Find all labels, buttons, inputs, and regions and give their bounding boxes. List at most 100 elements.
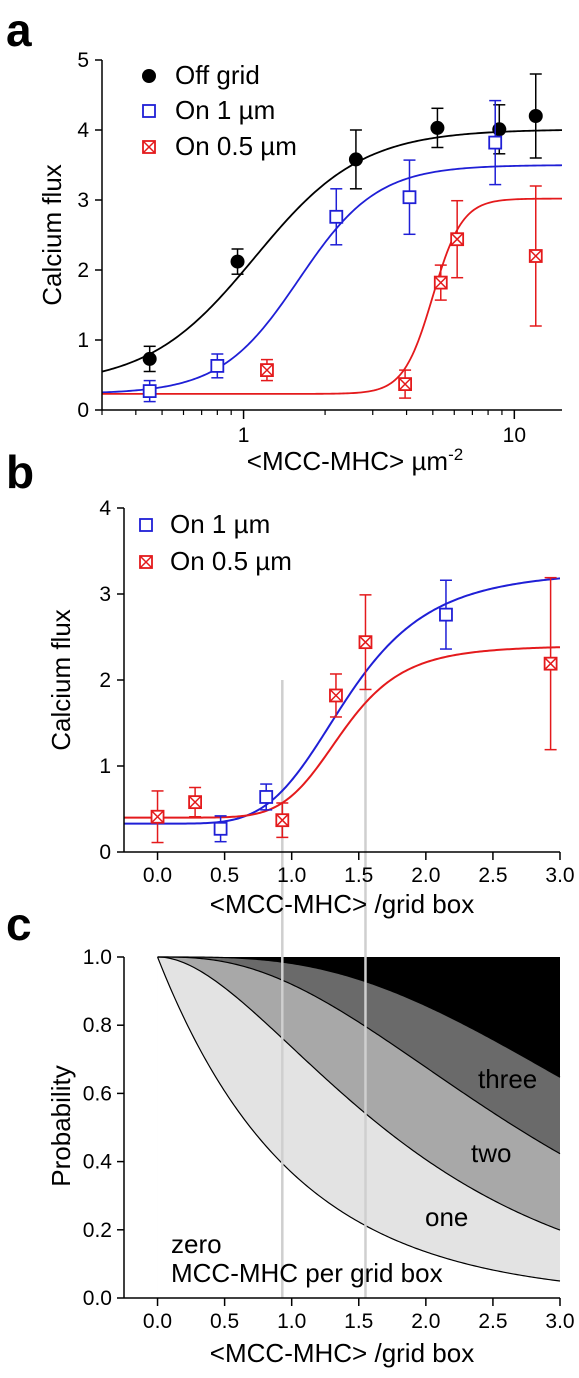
data-points-a — [142, 73, 543, 403]
legend-marker-b-1 — [139, 555, 153, 569]
y-tick-label-a-1: 1 — [77, 329, 89, 352]
y-tick-label-c-2: 0.4 — [83, 1151, 113, 1174]
panel-letter-a: a — [6, 4, 32, 56]
legend-marker-a-0 — [142, 69, 156, 83]
legend-label-on-1um-a: On 1 µm — [175, 95, 275, 125]
y-tick-label-b-3: 3 — [99, 583, 111, 606]
x-tick-label-b-6: 3.0 — [545, 864, 574, 887]
y-axis-title-a: Calcium flux — [37, 164, 67, 306]
data-point-a-0-4-shape — [492, 122, 507, 137]
ticks-b: 0 1 2 3 4 0.0 0.5 1.0 1.5 2.0 2.5 3.0 — [99, 497, 574, 887]
cumulative-boundary-2 — [157, 956, 561, 1155]
data-point-b-1-1-cross2 — [188, 795, 202, 809]
data-point-b-0-0 — [213, 821, 228, 836]
legend-marker-b-1-cross2 — [139, 555, 153, 569]
x-tick-label-b-5: 2.5 — [478, 864, 507, 887]
data-point-a-1-2-shape — [329, 209, 344, 224]
y-tick-label-b-2: 2 — [99, 669, 111, 692]
x-tick-label-a-1: 1 — [238, 424, 250, 447]
data-point-b-0-1 — [259, 790, 274, 804]
data-point-a-2-0-cross2 — [260, 363, 274, 377]
cumulative-boundary-1 — [157, 956, 561, 1231]
fit-curve-a-0 — [102, 129, 562, 373]
fit-curves-a — [102, 129, 562, 395]
region-labels: four+ three two one zero MCC-MHC per gri… — [171, 988, 554, 1288]
data-point-a-0-0-shape — [142, 351, 157, 366]
x-axis-title-b: <MCC-MHC> /grid box — [210, 889, 474, 919]
y-tick-label-c-1: 0.2 — [83, 1219, 112, 1242]
y-tick-label-b-1: 1 — [99, 755, 111, 778]
probability-areas — [156, 956, 561, 1298]
x-tick-label-b-3: 1.5 — [344, 864, 373, 887]
panel-letter-c: c — [6, 898, 32, 950]
y-tick-label-b-4: 4 — [99, 497, 111, 520]
data-point-b-1-5 — [543, 656, 558, 671]
x-tick-label-c-5: 2.5 — [478, 1310, 507, 1333]
data-point-b-0-1-shape — [259, 790, 274, 804]
x-axis-title-a-main: <MCC-MHC> µm — [247, 446, 448, 476]
data-point-a-1-3-shape — [402, 190, 417, 205]
data-point-a-0-4 — [492, 122, 507, 137]
x-axis-title-c: <MCC-MHC> /grid box — [210, 1338, 474, 1368]
legend-marker-a-1 — [142, 104, 156, 118]
guide-lines-c — [281, 957, 367, 1298]
data-point-a-2-4-cross2 — [529, 249, 543, 263]
data-point-b-1-4 — [358, 635, 373, 650]
data-point-a-2-3-cross2 — [450, 232, 464, 246]
y-tick-label-a-0: 0 — [77, 399, 89, 422]
legend-label-off-grid: Off grid — [175, 60, 260, 90]
panel-letter-b: b — [6, 446, 34, 498]
y-tick-label-c-3: 0.6 — [83, 1082, 112, 1105]
chart-panel-a: 0 1 2 3 4 5 1 10 Calcium flux <MCC-MHC> µm-2 Of… — [37, 49, 562, 476]
data-point-a-1-1-shape — [210, 358, 225, 373]
region-label-one: one — [425, 1202, 468, 1232]
ticks-c: 0.0 0.2 0.4 0.6 0.8 1.0 0.0 0.5 1.0 1.5 2.0 2.5 3.0 — [83, 946, 575, 1333]
data-point-a-2-2-cross2 — [434, 276, 448, 290]
y-tick-label-a-3: 3 — [77, 189, 89, 212]
data-point-a-1-2 — [329, 209, 344, 224]
data-point-b-1-3 — [329, 688, 343, 703]
data-point-a-0-1-shape — [230, 254, 245, 269]
y-tick-label-a-5: 5 — [77, 49, 89, 72]
data-point-a-2-1 — [398, 377, 413, 392]
data-point-a-0-2-shape — [348, 152, 363, 167]
y-tick-label-a-2: 2 — [77, 259, 89, 282]
legend-b: On 1 µm On 0.5 µm — [139, 509, 292, 576]
x-tick-label-c-2: 1.0 — [277, 1310, 306, 1333]
data-point-a-2-1-cross2 — [398, 377, 412, 391]
data-point-a-2-3 — [450, 232, 465, 247]
y-tick-label-c-4: 0.8 — [83, 1014, 112, 1037]
x-tick-label-c-6: 3.0 — [545, 1310, 574, 1333]
data-point-b-1-2-cross2 — [275, 813, 289, 827]
data-point-a-0-5 — [528, 109, 543, 123]
legend-marker-b-0-shape — [139, 518, 153, 532]
data-point-a-2-0 — [260, 363, 274, 378]
region-sublabel: MCC-MHC per grid box — [171, 1258, 443, 1288]
region-label-three: three — [478, 1064, 537, 1094]
x-tick-label-c-0: 0.0 — [143, 1310, 172, 1333]
x-tick-label-c-4: 2.0 — [411, 1310, 440, 1333]
x-tick-label-b-1: 0.5 — [210, 864, 239, 887]
y-axis-title-c: Probability — [46, 1065, 76, 1186]
fit-curve-a-1 — [102, 164, 562, 394]
region-label-zero: zero — [171, 1229, 222, 1259]
ticks-a: 0 1 2 3 4 5 1 10 — [77, 49, 526, 447]
data-point-b-0-2 — [439, 607, 453, 622]
data-point-a-0-2 — [348, 152, 363, 167]
data-point-b-0-0-shape — [213, 821, 228, 836]
data-point-b-1-0 — [150, 809, 165, 824]
legend-marker-a-2 — [142, 140, 156, 154]
fit-curve-b-0 — [124, 577, 560, 825]
data-point-a-1-0 — [142, 384, 157, 399]
legend-marker-a-0-shape — [142, 69, 156, 83]
x-tick-label-b-0: 0.0 — [143, 864, 172, 887]
data-point-a-0-0 — [142, 351, 157, 366]
cumulative-boundary-3 — [157, 956, 561, 1078]
data-point-b-1-3-cross2 — [329, 688, 343, 703]
y-tick-label-b-0: 0 — [99, 841, 111, 864]
data-point-b-1-1 — [188, 795, 203, 810]
data-point-b-1-0-cross2 — [151, 810, 165, 824]
data-point-b-1-4-cross2 — [358, 635, 373, 649]
legend-label-on-05um-a: On 0.5 µm — [175, 131, 297, 161]
